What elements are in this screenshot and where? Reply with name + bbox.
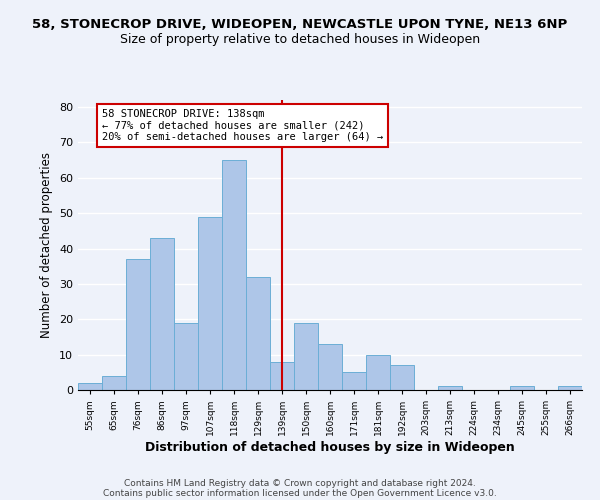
Text: Size of property relative to detached houses in Wideopen: Size of property relative to detached ho…	[120, 32, 480, 46]
Bar	[102, 376, 126, 390]
Y-axis label: Number of detached properties: Number of detached properties	[40, 152, 53, 338]
Bar	[78, 383, 102, 390]
Bar	[510, 386, 534, 390]
Bar	[438, 386, 462, 390]
Text: 58 STONECROP DRIVE: 138sqm
← 77% of detached houses are smaller (242)
20% of sem: 58 STONECROP DRIVE: 138sqm ← 77% of deta…	[102, 109, 383, 142]
X-axis label: Distribution of detached houses by size in Wideopen: Distribution of detached houses by size …	[145, 441, 515, 454]
Bar	[318, 344, 342, 390]
Text: 58, STONECROP DRIVE, WIDEOPEN, NEWCASTLE UPON TYNE, NE13 6NP: 58, STONECROP DRIVE, WIDEOPEN, NEWCASTLE…	[32, 18, 568, 30]
Text: Contains HM Land Registry data © Crown copyright and database right 2024.: Contains HM Land Registry data © Crown c…	[124, 478, 476, 488]
Bar	[222, 160, 246, 390]
Bar	[558, 386, 582, 390]
Bar	[246, 277, 270, 390]
Bar	[294, 323, 318, 390]
Bar	[390, 365, 414, 390]
Bar	[366, 354, 390, 390]
Bar	[150, 238, 174, 390]
Bar	[198, 216, 222, 390]
Bar	[126, 259, 150, 390]
Bar	[174, 323, 198, 390]
Text: Contains public sector information licensed under the Open Government Licence v3: Contains public sector information licen…	[103, 488, 497, 498]
Bar	[342, 372, 366, 390]
Bar	[270, 362, 294, 390]
